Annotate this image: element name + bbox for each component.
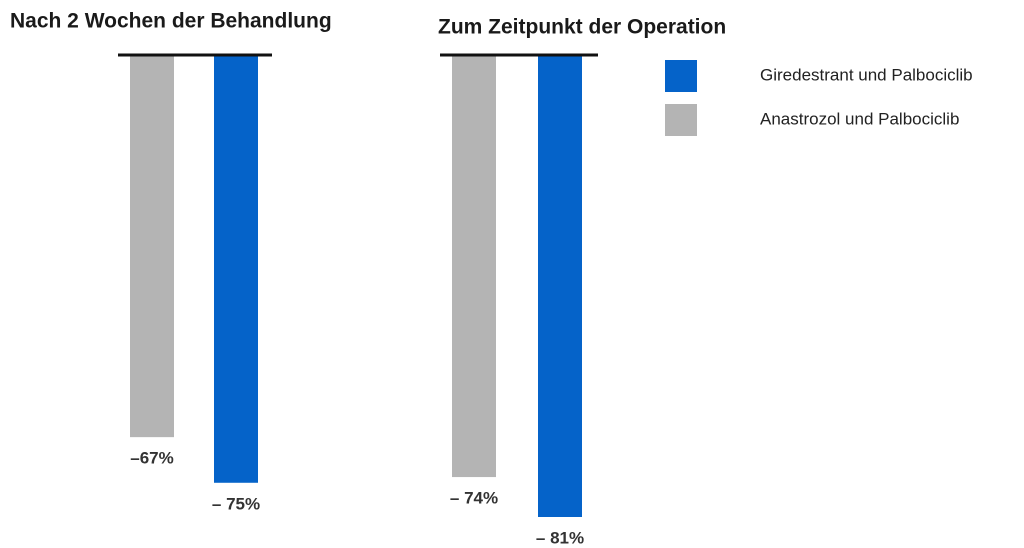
bar (214, 55, 258, 483)
value-label: –67% (130, 449, 173, 468)
legend-label: Giredestrant und Palbociclib (760, 65, 973, 84)
value-label: – 81% (536, 528, 584, 547)
panel-title: Nach 2 Wochen der Behandlung (10, 10, 332, 33)
legend-label: Anastrozol und Palbociclib (760, 109, 959, 128)
value-label: – 74% (450, 489, 498, 508)
bar (452, 55, 496, 478)
legend-swatch (665, 104, 697, 136)
legend-swatch (665, 60, 697, 92)
value-label: – 75% (212, 494, 260, 513)
bar (130, 55, 174, 438)
panel-title: Zum Zeitpunkt der Operation (438, 16, 726, 39)
bar (538, 55, 582, 517)
